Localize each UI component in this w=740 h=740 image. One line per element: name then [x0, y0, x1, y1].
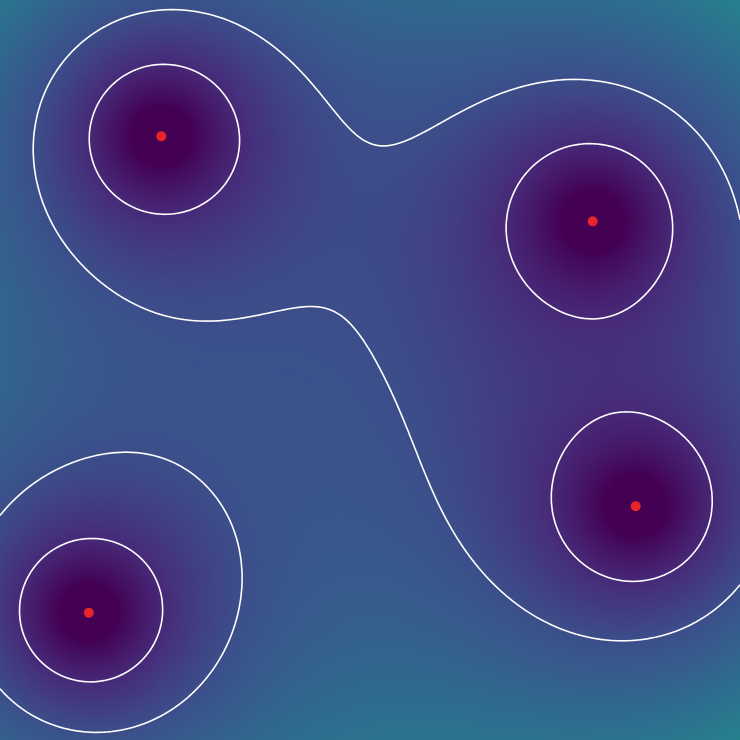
source-points — [83, 131, 641, 618]
contour-level-1 — [18, 63, 713, 683]
source-point-2 — [587, 216, 598, 227]
source-point-4 — [83, 607, 94, 618]
contour-level-2 — [0, 8, 740, 734]
source-point-3 — [630, 501, 641, 512]
source-point-1 — [156, 131, 167, 142]
contour-lines — [0, 8, 740, 734]
